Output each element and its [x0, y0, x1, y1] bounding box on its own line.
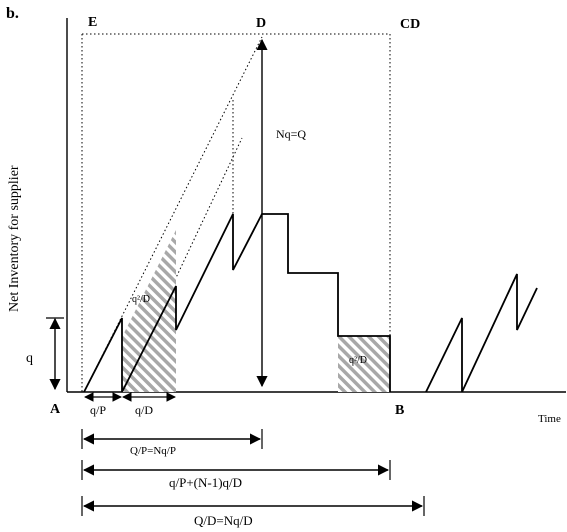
label-e: E	[88, 15, 97, 30]
label-nq-q: Nq=Q	[276, 127, 306, 141]
inventory-profile-line	[83, 213, 391, 393]
label-qp-nd: q/P+(N-1)q/D	[169, 475, 242, 490]
dotted-production-line-2	[121, 137, 243, 393]
label-a: A	[50, 402, 61, 417]
label-qd-nd: Q/D=Nq/D	[194, 513, 253, 528]
label-y-axis: Net Inventory for supplier	[7, 165, 22, 312]
label-q: q	[26, 351, 33, 366]
label-hatch-left: q²/D	[132, 294, 150, 305]
inventory-profile-repeat	[425, 273, 538, 393]
label-time: Time	[538, 413, 561, 425]
panel-label: b.	[6, 5, 19, 22]
label-qp-np: Q/P=Nq/P	[130, 445, 176, 457]
label-d: D	[256, 16, 266, 31]
label-cd: CD	[400, 17, 420, 32]
label-q-over-d: q/D	[135, 403, 153, 417]
label-b: B	[395, 403, 404, 418]
label-hatch-right: q²/D	[349, 355, 367, 366]
label-q-over-p: q/P	[90, 403, 106, 417]
hatched-area-left	[122, 230, 176, 392]
hatched-area-right	[338, 336, 390, 392]
